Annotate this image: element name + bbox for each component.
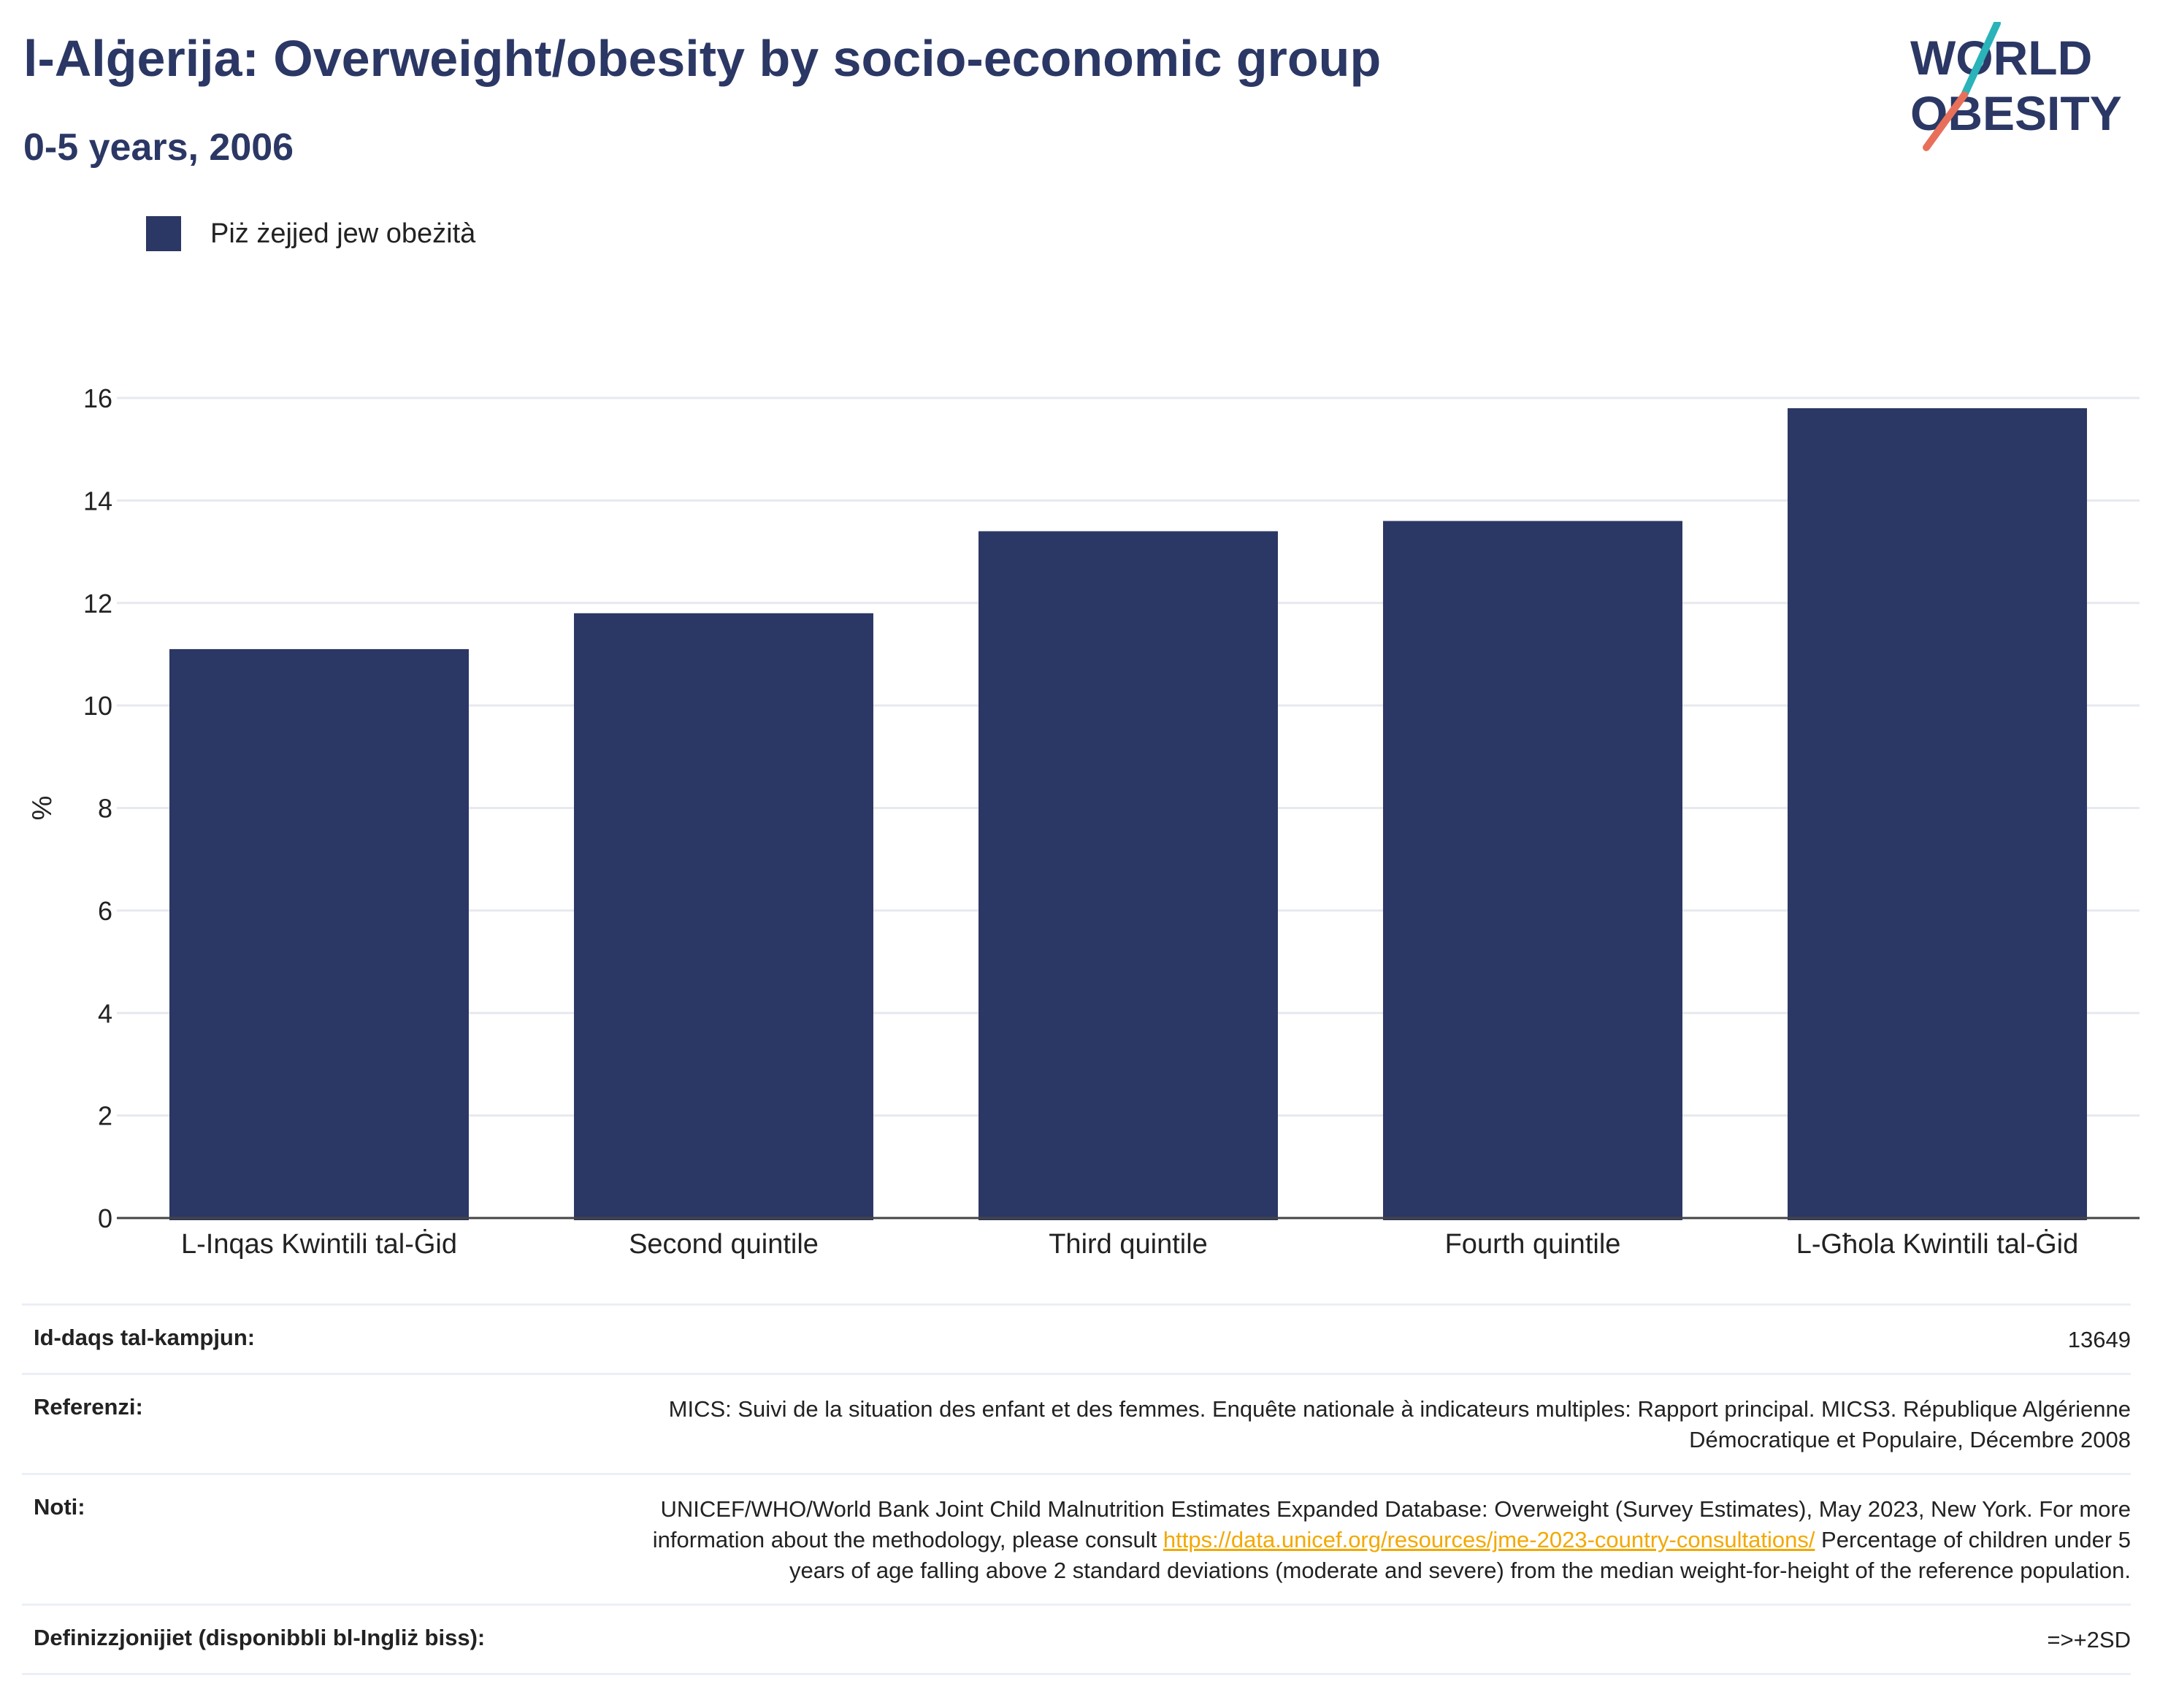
bars: [169, 408, 2087, 1220]
logo-text-obesity: OBESITY: [1910, 86, 2122, 140]
legend-label: Piż żejjed jew obeżità: [210, 218, 476, 249]
page-title: l-Alġerija: Overweight/obesity by socio-…: [23, 30, 1382, 87]
references-key: Referenzi:: [34, 1394, 143, 1420]
y-tick-label: 8: [98, 794, 112, 824]
x-tick-label: Third quintile: [1049, 1229, 1208, 1260]
bar: [978, 531, 1278, 1220]
notes-row: Noti: UNICEF/WHO/World Bank Joint Child …: [22, 1473, 2131, 1604]
references-value: MICS: Suivi de la situation des enfant e…: [668, 1396, 2131, 1452]
y-axis-label: %: [27, 796, 58, 821]
y-tick-label: 0: [98, 1203, 112, 1233]
x-tick-label: L-Għola Kwintili tal-Ġid: [1796, 1228, 2078, 1260]
page-subtitle: 0-5 years, 2006: [23, 126, 294, 169]
world-obesity-logo: WORLD OBESITY: [1910, 22, 2122, 151]
legend-swatch: [146, 216, 181, 251]
bar: [1383, 521, 1682, 1220]
bar: [1788, 408, 2087, 1220]
sample-size-value: 13649: [2067, 1327, 2131, 1352]
sample-size-key: Id-daqs tal-kampjun:: [34, 1325, 256, 1350]
bar: [574, 613, 873, 1220]
logo-slash-top: [1961, 22, 2001, 99]
bar: [169, 648, 469, 1220]
notes-text-before: UNICEF/WHO/World Bank Joint Child Malnut…: [652, 1496, 2131, 1552]
y-tick-label: 10: [83, 691, 112, 721]
x-tick-label: Second quintile: [629, 1229, 819, 1260]
notes-value: UNICEF/WHO/World Bank Joint Child Malnut…: [597, 1494, 2131, 1586]
methodology-link[interactable]: https://data.unicef.org/resources/jme-20…: [1163, 1527, 1815, 1552]
y-tick-label: 12: [83, 589, 112, 619]
notes-text-after: Percentage of children under 5 years of …: [789, 1527, 2131, 1583]
chart-legend[interactable]: Piż żejjed jew obeżità: [146, 216, 475, 251]
logo-slash-bottom: [1923, 91, 1968, 151]
bar-chart: 0 2 4 6 8 10 12 14 16 L-Inqas Kwintili tal-Ġid Sec…: [27, 383, 2140, 1260]
x-tick-label: L-Inqas Kwintili tal-Ġid: [181, 1228, 457, 1260]
y-tick-label: 14: [83, 486, 112, 516]
notes-key: Noti:: [34, 1494, 85, 1520]
axes: 0 2 4 6 8 10 12 14 16 L-Inqas Kwintili tal-Ġid Sec…: [27, 383, 2140, 1260]
y-tick-label: 6: [98, 896, 112, 926]
y-tick-label: 4: [98, 998, 112, 1028]
y-tick-label: 16: [83, 383, 112, 413]
y-tick-label: 2: [98, 1101, 112, 1131]
definitions-value: =>+2SD: [2047, 1627, 2131, 1653]
logo-text-world: WORLD: [1910, 31, 2092, 85]
info-table: Id-daqs tal-kampjun: 13649 Referenzi: MI…: [22, 1303, 2131, 1675]
definitions-row: Definizzjonijiet (disponibbli bl-Ingliż …: [22, 1604, 2131, 1675]
x-tick-label: Fourth quintile: [1445, 1229, 1621, 1260]
sample-size-row: Id-daqs tal-kampjun: 13649: [22, 1303, 2131, 1373]
definitions-key: Definizzjonijiet (disponibbli bl-Ingliż …: [34, 1625, 486, 1650]
references-row: Referenzi: MICS: Suivi de la situation d…: [22, 1373, 2131, 1473]
